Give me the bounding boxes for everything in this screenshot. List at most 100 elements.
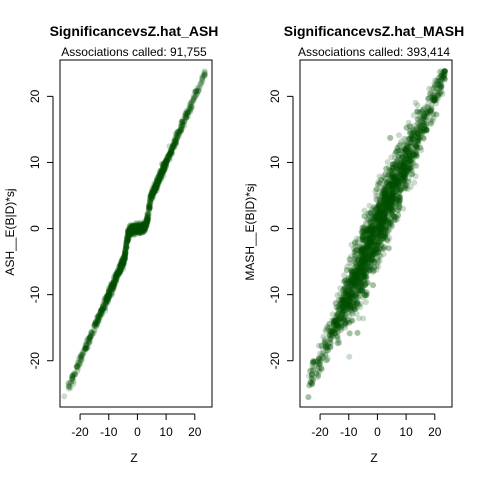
data-point xyxy=(178,126,185,132)
data-point xyxy=(113,275,120,282)
data-point xyxy=(155,180,162,186)
data-point xyxy=(148,191,155,198)
data-point xyxy=(155,177,162,184)
data-point xyxy=(406,152,413,159)
data-point xyxy=(146,207,153,214)
data-point xyxy=(168,148,175,155)
data-point xyxy=(152,185,159,192)
data-point xyxy=(85,339,92,346)
data-point xyxy=(374,241,381,248)
data-point xyxy=(107,293,113,299)
data-point xyxy=(135,228,142,235)
data-point xyxy=(117,264,124,271)
data-point xyxy=(101,296,108,303)
data-point xyxy=(130,224,137,231)
y-tick-label: -10 xyxy=(268,286,282,304)
data-point xyxy=(119,257,126,264)
data-point xyxy=(118,265,125,272)
data-point xyxy=(113,270,120,277)
data-point xyxy=(139,221,146,228)
data-point xyxy=(86,337,93,344)
data-point xyxy=(102,296,109,303)
data-point xyxy=(140,229,146,236)
data-point xyxy=(128,227,135,233)
data-point xyxy=(87,333,94,340)
data-point xyxy=(157,168,163,175)
data-point xyxy=(138,224,145,231)
data-point xyxy=(378,236,385,243)
data-point xyxy=(375,249,382,256)
data-point xyxy=(78,356,85,363)
data-point xyxy=(196,85,203,92)
data-point xyxy=(177,128,184,135)
data-point xyxy=(138,226,145,233)
data-point xyxy=(172,140,179,147)
data-point xyxy=(179,118,186,125)
data-point xyxy=(384,185,391,192)
data-point xyxy=(157,172,164,179)
data-point xyxy=(141,221,148,228)
data-point xyxy=(131,225,138,232)
data-point xyxy=(333,313,340,320)
data-point xyxy=(124,235,131,241)
data-point xyxy=(163,157,170,164)
data-point xyxy=(113,270,120,277)
data-point xyxy=(84,344,90,351)
data-point xyxy=(124,238,131,245)
data-point xyxy=(163,157,170,164)
data-point xyxy=(141,223,148,230)
data-point xyxy=(128,228,135,235)
data-point xyxy=(365,244,371,251)
x-tick-label: 10 xyxy=(399,425,413,439)
data-point xyxy=(126,230,133,236)
data-point xyxy=(122,244,129,251)
data-point xyxy=(105,291,112,298)
data-point xyxy=(126,228,133,235)
data-point xyxy=(131,227,138,234)
data-point xyxy=(130,226,137,233)
data-point xyxy=(113,273,120,280)
data-point xyxy=(154,182,161,189)
data-point xyxy=(137,224,144,231)
data-point xyxy=(156,171,163,178)
data-point xyxy=(131,222,138,229)
data-point xyxy=(174,130,181,137)
data-point xyxy=(106,290,113,297)
data-point xyxy=(116,266,123,273)
data-point xyxy=(152,183,159,190)
data-point xyxy=(122,251,129,258)
data-point xyxy=(441,76,448,83)
data-point xyxy=(169,150,176,157)
data-point xyxy=(146,199,153,206)
data-point xyxy=(144,216,151,223)
data-point xyxy=(194,84,201,91)
data-point xyxy=(118,258,125,265)
data-point xyxy=(142,220,148,227)
data-point xyxy=(128,225,135,232)
data-point xyxy=(412,142,419,149)
data-point xyxy=(135,224,142,230)
panel-mash: SignificancevsZ.hat_MASH Associations ca… xyxy=(243,23,464,465)
data-point xyxy=(97,311,104,317)
data-point xyxy=(122,251,128,258)
data-point xyxy=(179,118,185,125)
data-point xyxy=(391,182,398,189)
data-point xyxy=(151,185,158,192)
data-point xyxy=(392,199,399,206)
data-point xyxy=(192,88,199,95)
data-point xyxy=(133,222,139,229)
data-point xyxy=(140,226,147,233)
data-point xyxy=(183,109,190,116)
data-point xyxy=(69,373,75,380)
data-point xyxy=(182,110,189,117)
data-point xyxy=(157,167,164,174)
data-point xyxy=(150,185,157,192)
data-point xyxy=(123,244,129,250)
data-point xyxy=(137,222,144,229)
data-point xyxy=(370,267,377,274)
data-point xyxy=(121,254,128,261)
data-point xyxy=(127,226,133,233)
data-point xyxy=(162,163,169,170)
data-point xyxy=(109,282,116,289)
